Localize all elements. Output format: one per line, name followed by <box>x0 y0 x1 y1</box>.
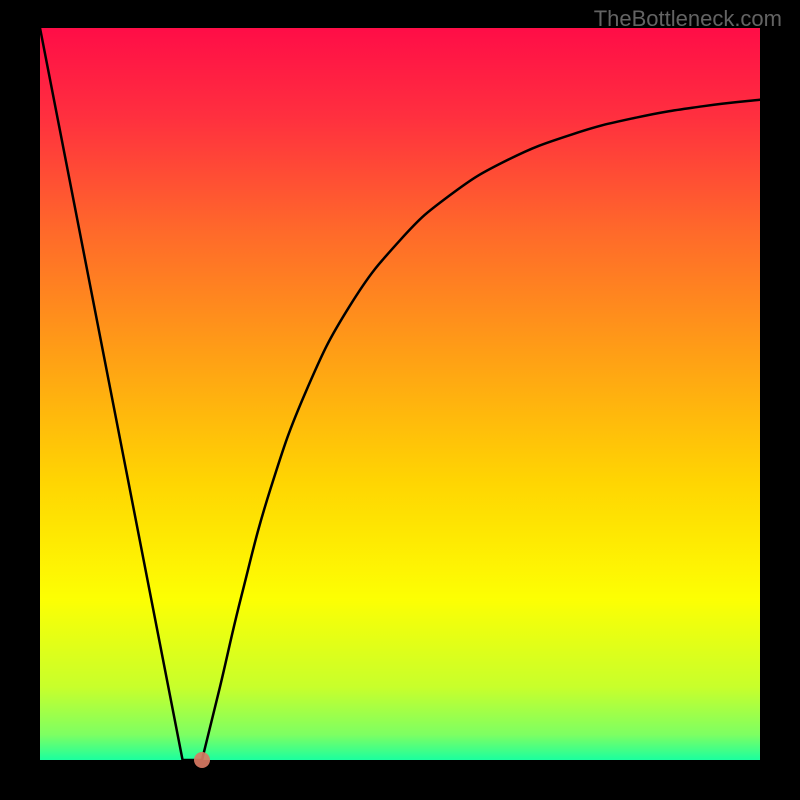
chart-container: TheBottleneck.com <box>0 0 800 800</box>
gradient-background <box>40 28 760 760</box>
minimum-marker <box>194 752 210 768</box>
plot-area <box>40 28 760 760</box>
watermark-text: TheBottleneck.com <box>594 6 782 32</box>
plot-svg <box>40 28 760 760</box>
